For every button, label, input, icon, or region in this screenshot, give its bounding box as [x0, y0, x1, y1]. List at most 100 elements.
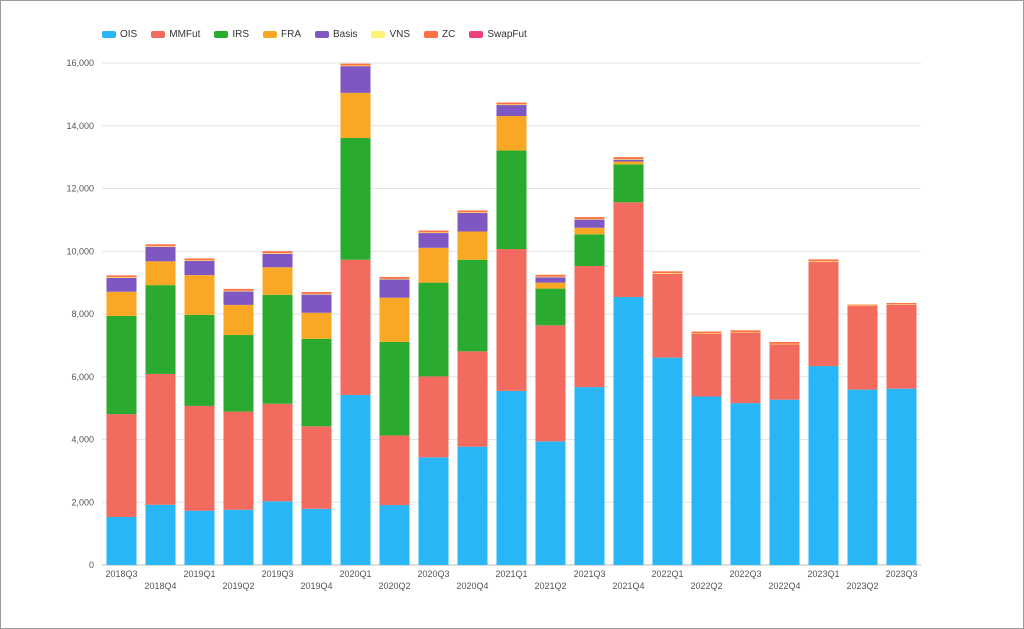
bar-segment-zc[interactable]: [106, 275, 137, 278]
bar-segment-vns[interactable]: [691, 333, 722, 334]
bar-segment-basis[interactable]: [379, 279, 410, 298]
legend-item-mmfut[interactable]: MMFut: [151, 29, 200, 40]
bar-segment-ois[interactable]: [886, 388, 917, 565]
bar-segment-basis[interactable]: [535, 277, 566, 283]
bar-segment-zc[interactable]: [613, 157, 644, 160]
bar-segment-basis[interactable]: [145, 246, 176, 262]
bar-segment-mmfut[interactable]: [340, 259, 371, 395]
bar-segment-mmfut[interactable]: [535, 325, 566, 442]
bar-segment-irs[interactable]: [613, 164, 644, 203]
bar-segment-mmfut[interactable]: [418, 376, 449, 458]
bar-segment-vns[interactable]: [535, 276, 566, 278]
bar-segment-fra[interactable]: [496, 116, 527, 151]
bar-segment-mmfut[interactable]: [691, 333, 722, 397]
bar-segment-ois[interactable]: [613, 297, 644, 565]
bar-segment-irs[interactable]: [574, 234, 605, 266]
legend-item-zc[interactable]: ZC: [424, 29, 455, 40]
bar-segment-vns[interactable]: [223, 290, 254, 292]
bar-segment-vns[interactable]: [808, 261, 839, 262]
bar-segment-basis[interactable]: [184, 260, 215, 276]
bar-segment-zc[interactable]: [301, 292, 332, 294]
bar-segment-ois[interactable]: [223, 509, 254, 565]
bar-segment-basis[interactable]: [223, 291, 254, 305]
bar-segment-zc[interactable]: [418, 230, 449, 233]
bar-segment-ois[interactable]: [262, 501, 293, 565]
bar-segment-zc[interactable]: [496, 102, 527, 105]
bar-segment-vns[interactable]: [184, 260, 215, 261]
bar-segment-fra[interactable]: [379, 297, 410, 342]
bar-segment-vns[interactable]: [613, 159, 644, 160]
bar-segment-vns[interactable]: [574, 218, 605, 220]
bar-segment-zc[interactable]: [652, 271, 683, 274]
bar-segment-fra[interactable]: [184, 275, 215, 315]
bar-segment-zc[interactable]: [535, 274, 566, 277]
bar-segment-mmfut[interactable]: [574, 265, 605, 388]
bar-segment-zc[interactable]: [574, 217, 605, 219]
legend-item-fra[interactable]: FRA: [263, 29, 301, 40]
bar-segment-zc[interactable]: [808, 259, 839, 262]
bar-segment-ois[interactable]: [106, 516, 137, 565]
bar-segment-zc[interactable]: [262, 251, 293, 254]
bar-segment-vns[interactable]: [886, 304, 917, 305]
bar-segment-zc[interactable]: [886, 303, 917, 305]
bar-segment-mmfut[interactable]: [223, 411, 254, 510]
bar-segment-ois[interactable]: [496, 390, 527, 565]
bar-segment-irs[interactable]: [184, 314, 215, 406]
legend-item-ois[interactable]: OIS: [102, 29, 137, 40]
bar-segment-vns[interactable]: [730, 332, 761, 333]
bar-segment-irs[interactable]: [496, 150, 527, 250]
bar-segment-fra[interactable]: [535, 282, 566, 289]
legend-item-swapfut[interactable]: SwapFut: [469, 29, 527, 40]
bar-segment-mmfut[interactable]: [808, 261, 839, 367]
bar-segment-basis[interactable]: [262, 253, 293, 268]
bar-segment-vns[interactable]: [847, 305, 878, 307]
bar-segment-ois[interactable]: [730, 403, 761, 565]
bar-segment-ois[interactable]: [418, 457, 449, 565]
bar-segment-vns[interactable]: [262, 253, 293, 254]
bar-segment-zc[interactable]: [184, 258, 215, 261]
bar-segment-irs[interactable]: [145, 285, 176, 374]
bar-segment-zc[interactable]: [847, 304, 878, 306]
bar-segment-mmfut[interactable]: [496, 249, 527, 391]
bar-segment-basis[interactable]: [496, 105, 527, 117]
bar-segment-ois[interactable]: [145, 504, 176, 565]
bar-segment-ois[interactable]: [340, 394, 371, 565]
bar-segment-ois[interactable]: [691, 396, 722, 565]
bar-segment-fra[interactable]: [145, 261, 176, 286]
bar-segment-basis[interactable]: [613, 159, 644, 162]
bar-segment-vns[interactable]: [418, 232, 449, 234]
bar-segment-ois[interactable]: [379, 505, 410, 565]
bar-segment-mmfut[interactable]: [457, 351, 488, 447]
bar-segment-vns[interactable]: [301, 293, 332, 295]
legend-item-vns[interactable]: VNS: [371, 29, 410, 40]
bar-segment-ois[interactable]: [574, 387, 605, 565]
bar-segment-irs[interactable]: [223, 335, 254, 412]
bar-segment-zc[interactable]: [379, 276, 410, 279]
bar-segment-fra[interactable]: [340, 92, 371, 138]
bar-segment-basis[interactable]: [418, 233, 449, 248]
bar-segment-mmfut[interactable]: [106, 414, 137, 517]
bar-segment-vns[interactable]: [496, 104, 527, 106]
bar-segment-ois[interactable]: [535, 441, 566, 565]
bar-segment-ois[interactable]: [847, 389, 878, 565]
bar-segment-zc[interactable]: [457, 210, 488, 213]
legend-item-irs[interactable]: IRS: [214, 29, 249, 40]
bar-segment-irs[interactable]: [379, 341, 410, 436]
bar-segment-zc[interactable]: [145, 244, 176, 247]
bar-segment-fra[interactable]: [262, 267, 293, 295]
bar-segment-fra[interactable]: [223, 304, 254, 336]
bar-segment-vns[interactable]: [379, 278, 410, 280]
bar-segment-vns[interactable]: [652, 273, 683, 274]
bar-segment-irs[interactable]: [340, 137, 371, 260]
bar-segment-fra[interactable]: [301, 312, 332, 339]
bar-segment-zc[interactable]: [769, 341, 800, 344]
bar-segment-ois[interactable]: [184, 510, 215, 565]
bar-segment-basis[interactable]: [106, 277, 137, 292]
bar-segment-basis[interactable]: [574, 219, 605, 228]
bar-segment-fra[interactable]: [106, 291, 137, 316]
bar-segment-basis[interactable]: [340, 66, 371, 93]
bar-segment-mmfut[interactable]: [847, 305, 878, 390]
bar-segment-basis[interactable]: [301, 294, 332, 313]
bar-segment-zc[interactable]: [691, 331, 722, 334]
bar-segment-basis[interactable]: [457, 212, 488, 232]
